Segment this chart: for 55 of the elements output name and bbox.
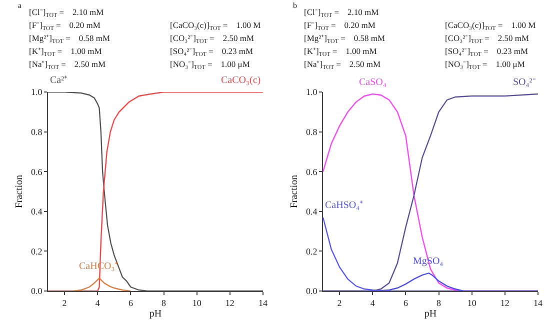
text: [Mg²⁺]$_{TOT}$ = 0.58 mM [304,33,386,45]
x-axis-title: pH [424,308,437,320]
y-tick-label: 0.0 [306,286,318,296]
text: [Cl⁻]$_{TOT}$ = 2.10 mM [29,7,104,19]
series-label: SO₄²⁻ [513,77,536,88]
x-tick-label: 10 [192,298,202,308]
y-tick-label: 0.6 [306,166,318,177]
text: [Na⁺]$_{TOT}$ = 2.50 mM [29,59,106,71]
y-tick-label: 0.2 [306,246,318,256]
y-tick-label: 1.0 [306,87,318,98]
x-tick-label: 8 [162,298,167,308]
text: [CO₃²⁻]$_{TOT}$ = 2.50 mM [445,33,530,45]
x-tick-label: 4 [370,298,376,308]
text: [Cl⁻]$_{TOT}$ = 2.10 mM [304,7,380,19]
text: [CaCO₃(c)]$_{TOT}$ = 1.00 M [170,20,262,32]
text: [Na⁺]$_{TOT}$ = 2.50 mM [304,59,382,71]
x-tick-label: 12 [225,298,234,308]
x-tick-label: 14 [258,298,268,308]
y-axis-title: Fraction [14,174,25,208]
x-tick-label: 12 [500,298,510,308]
y-tick-label: 0.8 [30,126,43,137]
text: [K⁺]$_{TOT}$ = 1.00 mM [29,46,102,58]
series-label: CaSO₄ [359,77,387,88]
y-tick-label: 1.0 [30,87,43,98]
x-tick-label: 2 [337,298,342,308]
series-label: CaHSO₄⁺ [325,200,364,211]
series-label: Ca²⁺ [50,75,68,86]
text: [F⁻]$_{TOT}$ = 0.20 mM [304,20,376,32]
chart-title: a [18,1,22,10]
x-tick-label: 6 [128,298,134,308]
text: [Mg²⁺]$_{TOT}$ = 0.58 mM [29,33,110,45]
text: [CO₃²⁻]$_{TOT}$ = 2.50 mM [170,33,254,45]
series-label: CaCO₃(c) [221,75,261,86]
chart-title: b [293,1,297,10]
y-tick-label: 0.2 [30,246,42,256]
x-tick-label: 4 [95,298,100,308]
x-tick-label: 6 [403,298,408,308]
text: [SO₄²⁻]$_{TOT}$ = 0.23 mM [445,46,529,58]
x-tick-label: 14 [534,298,543,308]
text: [CaCO₃(c)]$_{TOT}$ = 1.00 M [445,20,536,32]
x-tick-label: 2 [62,298,67,308]
text: [K⁺]$_{TOT}$ = 1.00 mM [304,46,378,58]
text: [NO₃⁻]$_{TOT}$ = 1.00 μM [445,59,526,71]
y-tick-label: 0.8 [306,126,318,137]
text: [F⁻]$_{TOT}$ = 0.20 mM [29,20,101,32]
y-tick-label: 0.6 [30,166,43,177]
x-tick-label: 8 [436,298,442,308]
x-axis-title: pH [149,308,162,320]
text: [NO₃⁻]$_{TOT}$ = 1.00 μM [170,59,250,71]
y-tick-label: 0.4 [306,206,318,217]
text: [SO₄²⁻]$_{TOT}$ = 0.23 mM [170,46,254,58]
y-tick-label: 0.0 [30,286,43,296]
y-tick-label: 0.4 [30,206,43,217]
x-tick-label: 10 [467,298,477,308]
y-axis-title: Fraction [288,174,300,208]
